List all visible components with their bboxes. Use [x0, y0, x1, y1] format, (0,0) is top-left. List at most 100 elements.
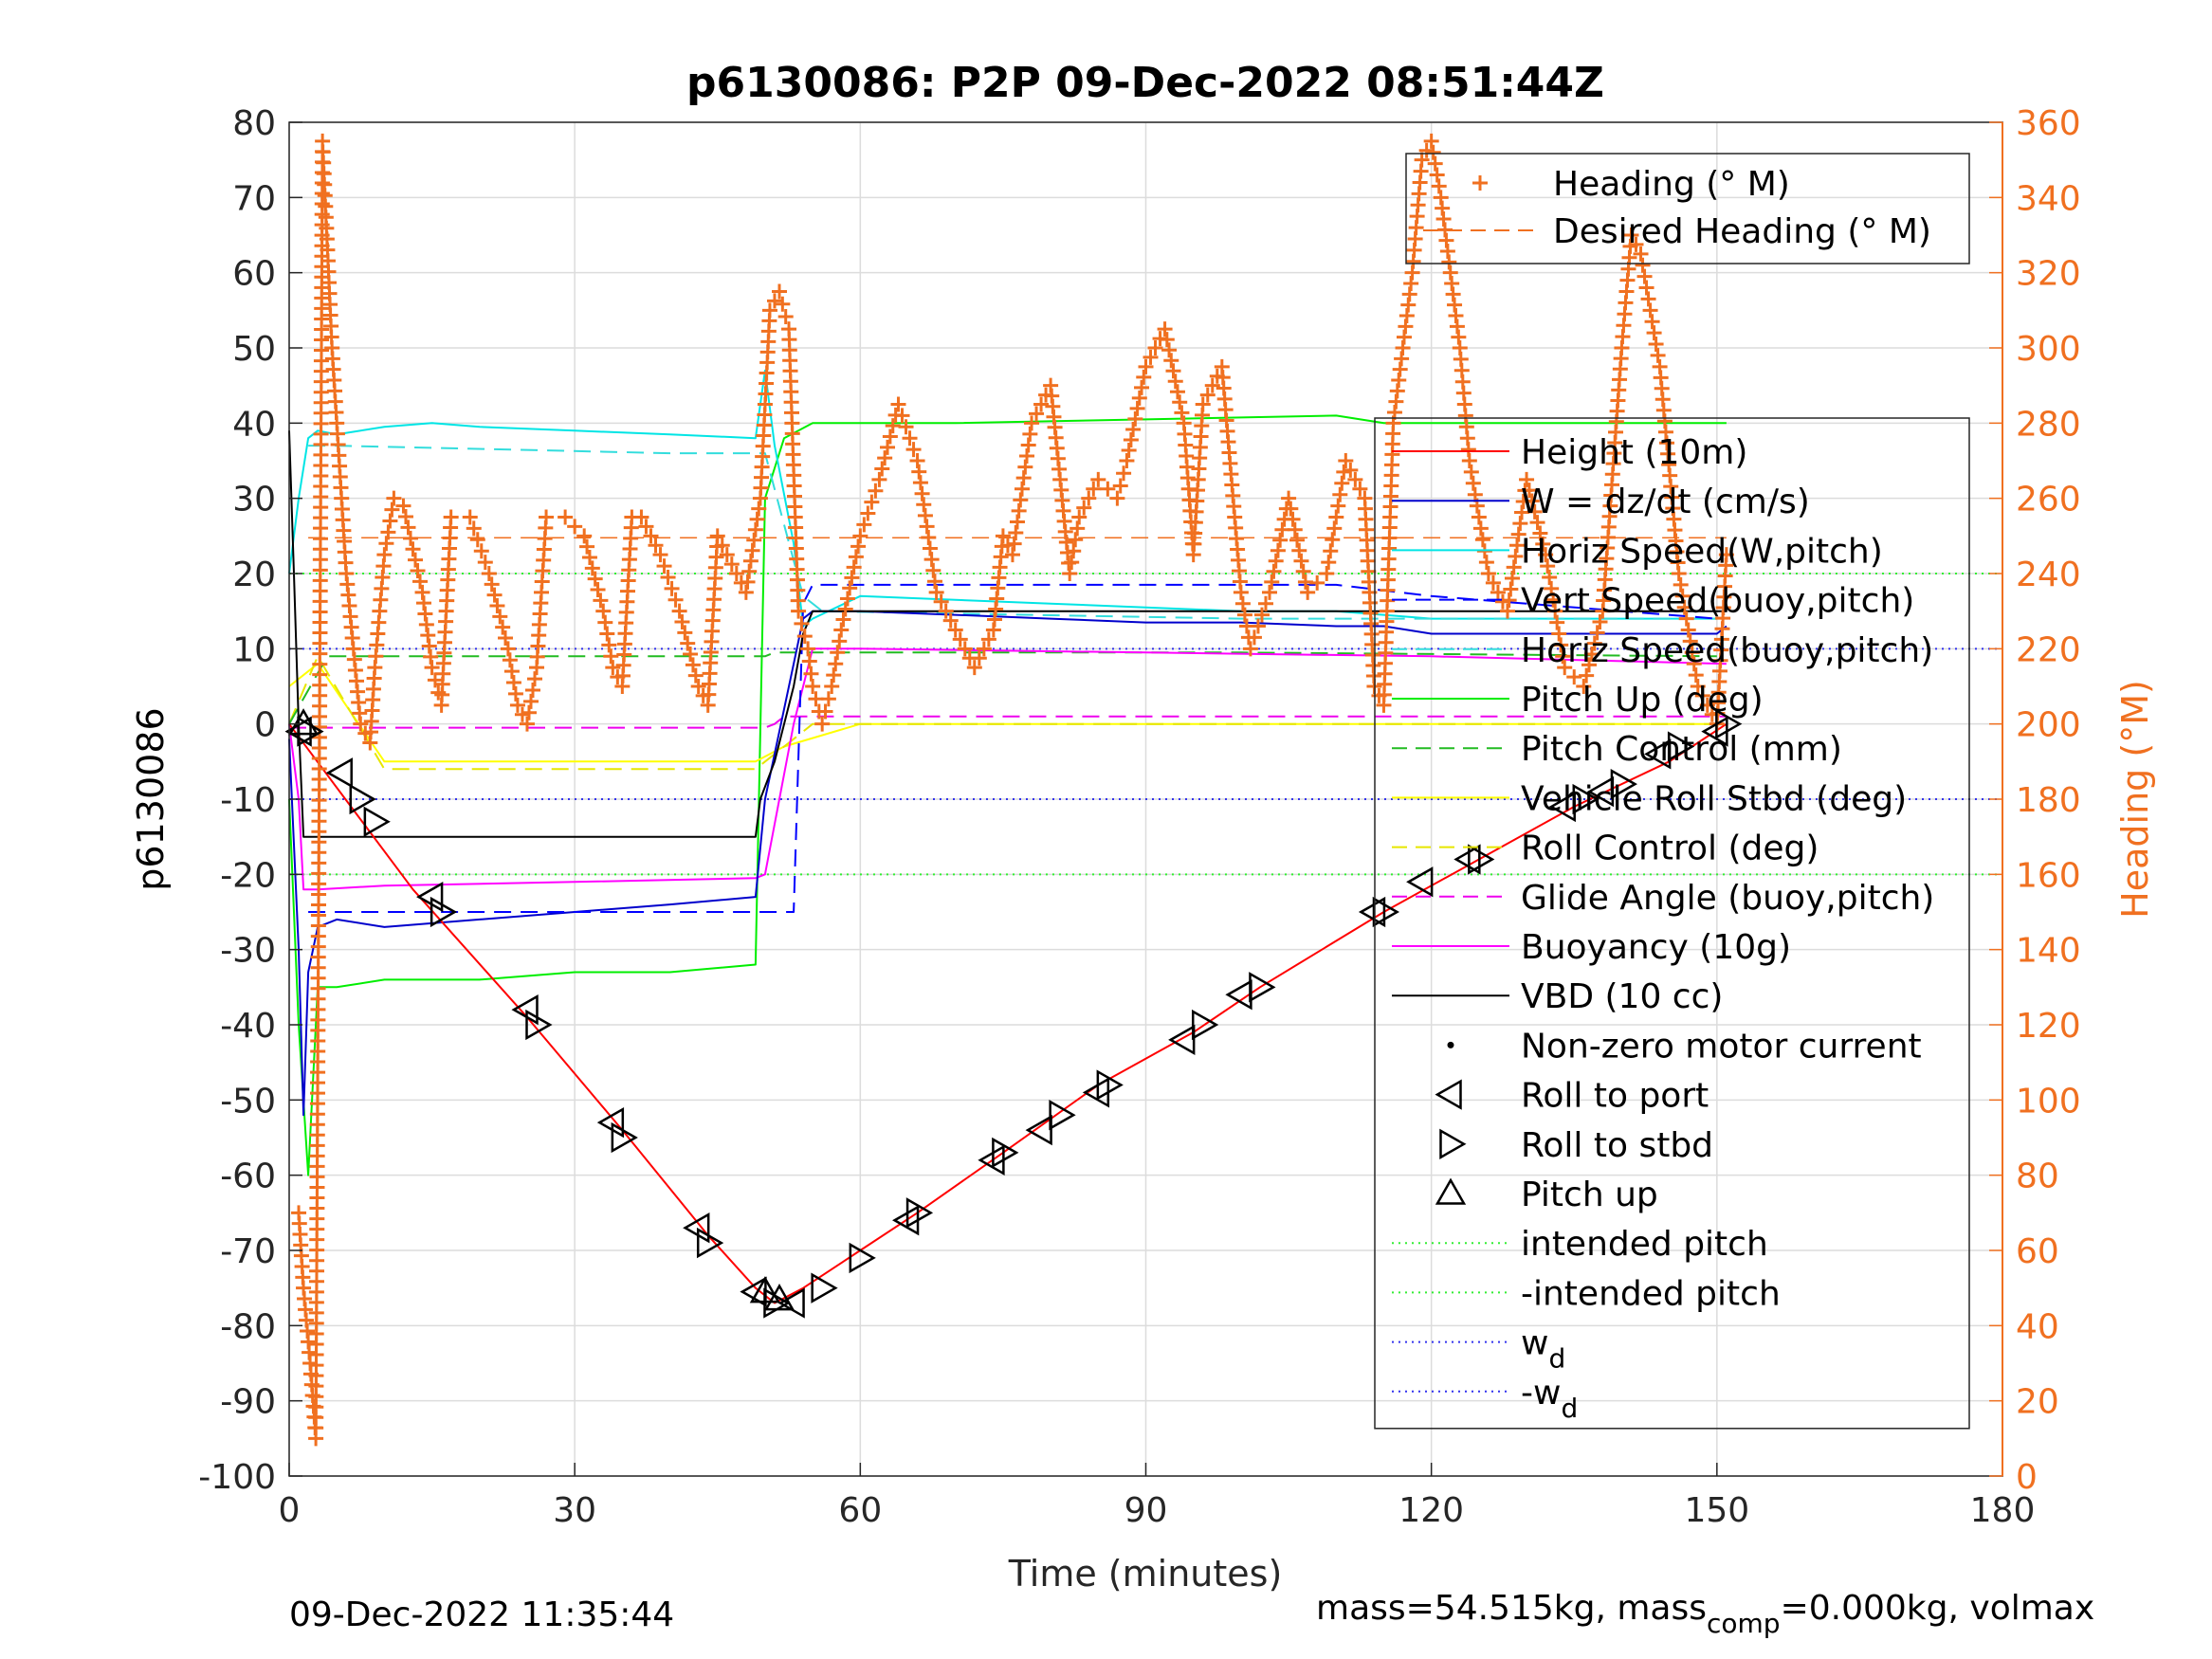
heading-point: [1017, 459, 1033, 475]
marker-roll-to-stbd: [363, 806, 391, 837]
heading-point: [1544, 580, 1560, 596]
heading-point: [1642, 302, 1658, 319]
heading-point: [747, 521, 763, 538]
y-tick-label: 40: [232, 405, 276, 444]
heading-point: [1157, 321, 1173, 337]
heading-point: [1283, 501, 1299, 517]
heading-point: [835, 611, 851, 628]
footer-timestamp: 09-Dec-2022 11:35:44: [289, 1595, 674, 1634]
heading-point: [1427, 155, 1443, 172]
marker-pitch-up: [763, 1284, 795, 1311]
heading-point: [593, 592, 609, 609]
heading-point: [1015, 470, 1032, 486]
heading-point: [1535, 536, 1551, 552]
heading-point: [1474, 532, 1490, 548]
heading-point: [408, 552, 424, 568]
legend-label-main: VBD (10 cc): [1521, 977, 1723, 1016]
heading-point: [402, 530, 418, 546]
heading-point: [916, 497, 932, 513]
y-axis-label: p6130086: [130, 707, 172, 890]
heading-point: [539, 509, 555, 525]
heading-point: [521, 704, 537, 720]
marker-roll-to-port: [596, 1106, 625, 1139]
x-axis: 0 30 60 90 120 150 180: [279, 1463, 2035, 1530]
heading-point: [1690, 679, 1706, 694]
heading-point: [871, 471, 887, 487]
legend-label-horiz-speed-buoy-pitch: Horiz Speed(buoy,pitch): [1521, 631, 1933, 670]
heading-point: [1143, 349, 1159, 365]
y2-tick-label: 20: [2016, 1383, 2059, 1422]
y2-tick-label: 40: [2016, 1307, 2059, 1346]
heading-point: [1506, 559, 1522, 575]
heading-point: [1674, 588, 1691, 604]
heading-point: [1478, 555, 1494, 571]
legend-label-vehicle-roll-stbd-deg: Vehicle Roll Stbd (deg): [1521, 779, 1907, 818]
heading-point: [942, 612, 959, 629]
heading-point: [1501, 592, 1517, 609]
legend-label-main: Heading (° M): [1553, 165, 1790, 204]
x-tick-label: 90: [1124, 1491, 1168, 1530]
marker-roll-to-stbd: [297, 716, 324, 747]
heading-point: [830, 645, 846, 661]
heading-point: [412, 574, 429, 590]
heading-point: [1013, 492, 1029, 508]
chart-title: p6130086: P2P 09-Dec-2022 08:51:44Z: [686, 59, 1604, 107]
heading-point: [1262, 584, 1278, 600]
heading-point: [489, 598, 505, 613]
heading-point: [808, 691, 824, 707]
legend-label-height-10m: Height (10m): [1521, 433, 1747, 472]
heading-point: [1471, 509, 1487, 525]
heading-point: [1352, 481, 1368, 497]
heading-point: [1064, 555, 1080, 571]
heading-point: [382, 513, 398, 529]
heading-point: [1514, 504, 1530, 520]
heading-point: [638, 519, 654, 535]
heading-point: [473, 543, 489, 559]
heading-point: [796, 629, 813, 645]
series-line-vert-speed-buoy-pitch-: [308, 583, 1717, 913]
heading-point: [664, 580, 680, 596]
y2-tick-label: 180: [2016, 781, 2081, 820]
legend-sample-non-zero-motor-current: [1447, 1041, 1454, 1048]
marker-roll-to-stbd: [1610, 768, 1637, 800]
marker-roll-to-port: [1358, 896, 1386, 928]
heading-point: [466, 520, 482, 537]
heading-point: [1328, 509, 1344, 525]
heading-point: [728, 566, 744, 581]
heading-point: [740, 574, 756, 590]
marker-roll-to-stbd: [430, 896, 458, 928]
heading-point: [643, 528, 659, 544]
heading-point: [584, 560, 600, 576]
heading-point: [938, 603, 954, 619]
heading-point: [1650, 347, 1666, 363]
heading-point: [766, 293, 782, 309]
footer-mass-a: mass=54.515kg, mass: [1316, 1589, 1707, 1628]
y2-tick-label: 340: [2016, 179, 2081, 218]
heading-point: [761, 302, 777, 319]
heading-point: [1499, 603, 1515, 619]
heading-point: [507, 685, 523, 702]
legend-label-main: Vert Speed(buoy,pitch): [1521, 582, 1914, 621]
heading-point: [1673, 576, 1689, 592]
heading-point: [1165, 363, 1181, 379]
legend-sample-roll-to-stbd: [1439, 1128, 1467, 1159]
heading-point: [1019, 448, 1035, 465]
marker-roll-to-port: [416, 881, 444, 913]
heading-point: [1204, 377, 1220, 393]
heading-point: [839, 591, 855, 607]
y-tick-label: 80: [232, 104, 276, 143]
heading-point: [1640, 291, 1656, 307]
heading-point: [481, 566, 497, 581]
heading-point: [905, 442, 922, 458]
heading-point: [848, 549, 864, 565]
heading-point: [1579, 667, 1595, 684]
heading-point: [1006, 536, 1022, 552]
heading-point: [1646, 325, 1662, 341]
y2-tick-label: 60: [2016, 1232, 2059, 1271]
heading-point: [1264, 574, 1280, 590]
heading-point: [1326, 520, 1343, 537]
heading-point: [890, 396, 906, 412]
heading-point: [601, 637, 617, 653]
heading-point: [1688, 667, 1704, 684]
heading-point: [667, 592, 684, 608]
